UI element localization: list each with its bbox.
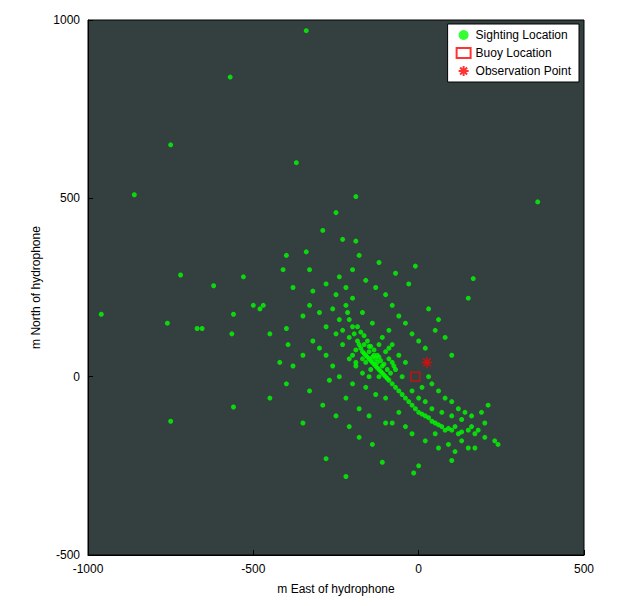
- svg-text:500: 500: [574, 562, 594, 576]
- svg-text:m East of hydrophone: m East of hydrophone: [277, 582, 395, 596]
- svg-text:0: 0: [73, 370, 80, 384]
- svg-text:m North of hydrophone: m North of hydrophone: [29, 226, 43, 349]
- svg-text:Observation Point: Observation Point: [476, 64, 572, 78]
- svg-text:0: 0: [415, 562, 422, 576]
- svg-text:-500: -500: [241, 562, 265, 576]
- svg-text:Sighting Location: Sighting Location: [476, 28, 568, 42]
- svg-text:1000: 1000: [53, 13, 80, 27]
- svg-text:500: 500: [60, 191, 80, 205]
- svg-text:-1000: -1000: [73, 562, 104, 576]
- svg-text:-500: -500: [56, 548, 80, 562]
- svg-text:Buoy Location: Buoy Location: [476, 46, 552, 60]
